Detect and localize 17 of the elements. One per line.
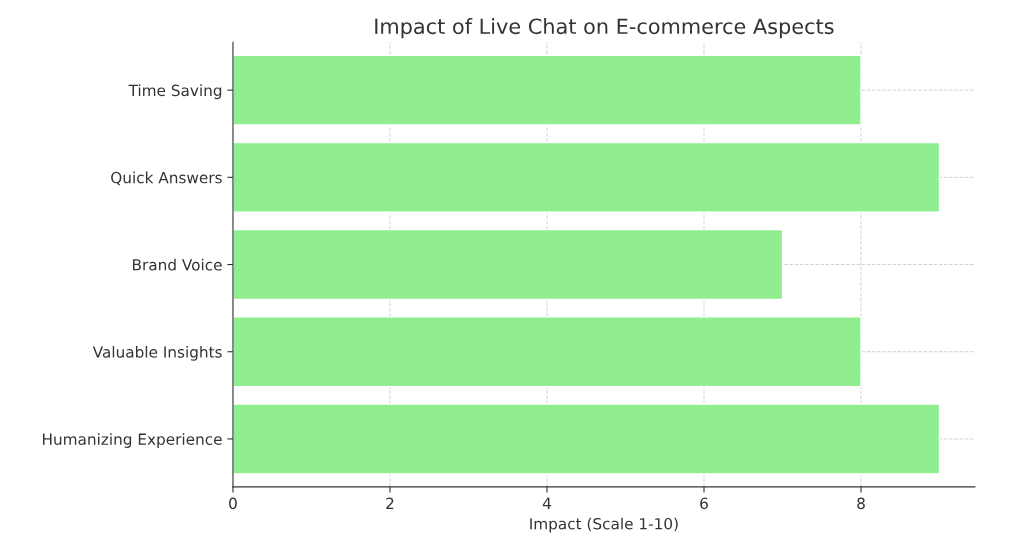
y-tick-label: Valuable Insights [92, 345, 222, 361]
bar [232, 403, 941, 475]
x-tick-label: 6 [700, 497, 708, 510]
bar [232, 228, 784, 301]
x-tick-label: 4 [542, 497, 551, 509]
x-axis-title: Impact (Scale 1-10) [530, 517, 678, 533]
chart-title: Impact of Live Chat on E-commerce Aspects [375, 18, 834, 39]
y-tick-label: Quick Answers [111, 171, 222, 186]
bar [232, 54, 862, 126]
x-tick-label: 0 [229, 497, 237, 510]
bar [232, 141, 941, 213]
x-tick-label: 2 [386, 497, 394, 509]
y-tick-label: Brand Voice [133, 258, 222, 271]
bar [232, 316, 862, 388]
x-tick-label: 8 [857, 497, 865, 510]
y-tick-label: Humanizing Experience [43, 433, 222, 448]
y-tick-label: Time Saving [128, 84, 222, 100]
